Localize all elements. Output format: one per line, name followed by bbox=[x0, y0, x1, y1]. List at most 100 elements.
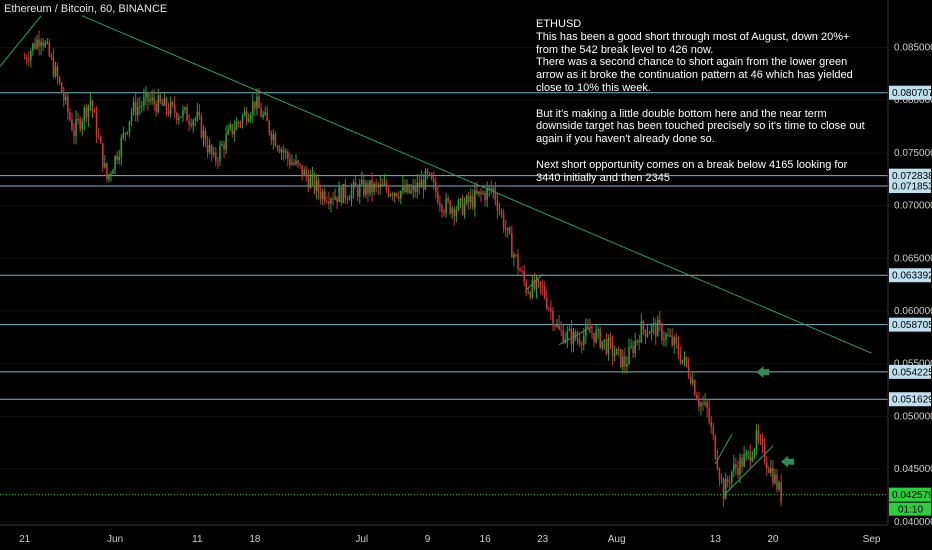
candle-body bbox=[289, 158, 291, 165]
candle-body bbox=[710, 421, 713, 427]
candle-body bbox=[708, 408, 710, 422]
level-label: 0.071853 bbox=[892, 182, 932, 193]
candle-body bbox=[182, 109, 184, 117]
candle-body bbox=[227, 128, 229, 135]
candle-body bbox=[696, 394, 698, 400]
candle-body bbox=[315, 180, 318, 191]
candle-body bbox=[108, 174, 110, 180]
candle-body bbox=[745, 452, 747, 455]
candle-body bbox=[545, 298, 548, 309]
candle-body bbox=[400, 190, 402, 199]
candle-body bbox=[307, 176, 310, 188]
candle-body bbox=[667, 334, 669, 336]
candle-body bbox=[348, 199, 351, 201]
candle-body bbox=[81, 121, 84, 129]
candle-body bbox=[321, 191, 324, 200]
candle-body bbox=[225, 134, 227, 150]
candle-body bbox=[299, 163, 301, 166]
candle-body bbox=[44, 42, 47, 47]
candle-body bbox=[389, 194, 392, 196]
candle-body bbox=[237, 122, 240, 124]
candle-body bbox=[122, 132, 125, 138]
candle-body bbox=[461, 198, 464, 215]
candle-body bbox=[272, 134, 275, 141]
candle-body bbox=[527, 292, 530, 294]
level-label: 0.051629 bbox=[892, 395, 932, 406]
candle-body bbox=[143, 97, 145, 106]
candle-body bbox=[342, 183, 345, 204]
candle-body bbox=[747, 451, 750, 453]
x-tick-label: 23 bbox=[537, 534, 549, 545]
level-label: 0.072838 bbox=[892, 171, 932, 182]
candle-body bbox=[763, 444, 766, 463]
candle-body bbox=[367, 183, 369, 194]
candle-body bbox=[525, 281, 528, 293]
candle-body bbox=[87, 105, 90, 118]
candle-body bbox=[605, 339, 608, 354]
candle-body bbox=[262, 114, 264, 117]
chart-header-title: Ethereum / Bitcoin, 60, BINANCE bbox=[4, 3, 168, 15]
candle-body bbox=[564, 339, 567, 343]
candle-body bbox=[23, 57, 26, 59]
candle-body bbox=[770, 467, 772, 473]
candle-body bbox=[229, 124, 232, 129]
candle-body bbox=[669, 335, 671, 337]
candle-body bbox=[467, 195, 470, 203]
y-tick-label: 0.055000 bbox=[894, 359, 932, 370]
note-body: This has been a good short through most … bbox=[536, 30, 865, 184]
candle-body bbox=[210, 145, 213, 155]
candle-body bbox=[560, 329, 562, 331]
candle-body bbox=[354, 182, 357, 188]
candle-body bbox=[515, 254, 517, 256]
candle-body bbox=[408, 184, 410, 193]
candle-body bbox=[677, 343, 680, 355]
level-label-box bbox=[889, 317, 931, 332]
candle-body bbox=[506, 227, 509, 230]
candle-body bbox=[373, 183, 375, 193]
candle-body bbox=[356, 187, 359, 197]
candle-body bbox=[393, 193, 396, 197]
candle-body bbox=[32, 43, 34, 51]
note-title: ETHUSD bbox=[536, 18, 582, 30]
level-label-box bbox=[889, 179, 931, 194]
candle-body bbox=[241, 115, 244, 124]
level-label: 0.054225 bbox=[892, 367, 932, 378]
candle-body bbox=[720, 478, 723, 480]
annotation-arrows bbox=[756, 366, 795, 468]
candle-body bbox=[99, 136, 102, 144]
candle-body bbox=[685, 356, 688, 366]
candle-body bbox=[313, 174, 316, 191]
candle-body bbox=[147, 92, 149, 102]
candle-body bbox=[52, 57, 55, 76]
candle-body bbox=[698, 399, 700, 407]
candle-body bbox=[568, 328, 571, 331]
candle-body bbox=[480, 191, 482, 194]
level-label-box bbox=[889, 268, 931, 283]
candle-body bbox=[215, 152, 217, 161]
candle-body bbox=[755, 430, 758, 450]
candle-body bbox=[562, 330, 565, 343]
candle-body bbox=[673, 336, 676, 345]
candle-body bbox=[395, 193, 398, 197]
candle-body bbox=[64, 96, 67, 101]
candle-body bbox=[391, 194, 394, 197]
x-tick-label: 9 bbox=[425, 534, 431, 545]
x-tick-label: 16 bbox=[480, 534, 492, 545]
candle-body bbox=[247, 119, 250, 122]
candle-body bbox=[576, 339, 579, 341]
candle-body bbox=[556, 323, 558, 327]
candle-body bbox=[27, 59, 30, 61]
candle-body bbox=[114, 155, 116, 171]
candle-body bbox=[258, 96, 260, 109]
candle-body bbox=[757, 430, 760, 440]
candle-body bbox=[274, 134, 277, 147]
candle-body bbox=[175, 112, 178, 120]
candle-body bbox=[397, 196, 400, 199]
candle-body bbox=[504, 228, 507, 230]
candle-body bbox=[163, 98, 166, 106]
candle-body bbox=[654, 323, 657, 337]
candle-body bbox=[360, 179, 363, 185]
candle-body bbox=[492, 188, 495, 191]
x-tick-label: Jul bbox=[355, 534, 368, 545]
